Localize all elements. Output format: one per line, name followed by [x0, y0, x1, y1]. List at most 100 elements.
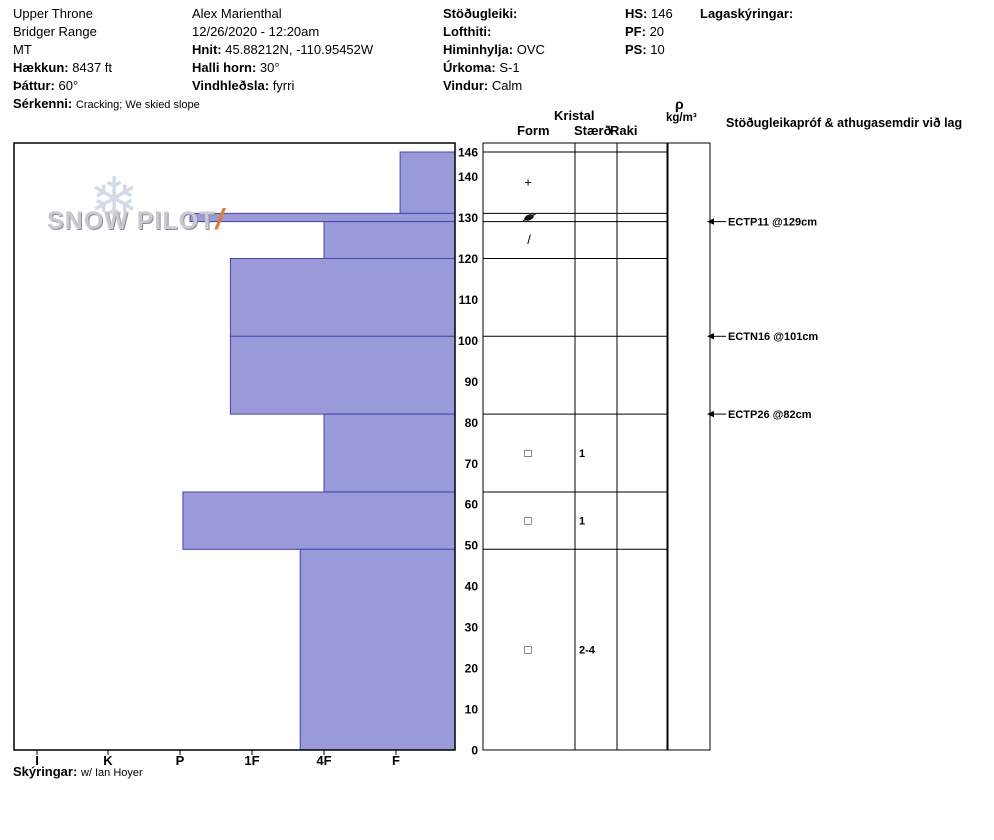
depth-tick-label: 80 — [465, 416, 479, 430]
depth-tick-label: 110 — [459, 293, 479, 307]
wind-row: Vindur: Calm — [443, 77, 545, 95]
precip-label: Úrkoma: — [443, 60, 496, 75]
stability-row: Stöðugleiki: — [443, 5, 545, 23]
depth-tick-label: 70 — [465, 457, 479, 471]
observer-info-column: Alex Marienthal 12/26/2020 - 12:20am Hni… — [192, 5, 373, 95]
hs-row: HS: 146 — [625, 5, 673, 23]
moisture-column-header: Raki — [610, 123, 638, 138]
aspect-label: Þáttur: — [13, 78, 55, 93]
layer-legend-column: Lagaskýringar: — [700, 5, 793, 23]
hs-value: 146 — [651, 6, 673, 21]
logo-word-snow: SNOW — [47, 207, 129, 235]
wind-label: Vindur: — [443, 78, 489, 93]
logo-word-pilot: PILOT — [136, 207, 216, 235]
slope-angle-label: Halli horn: — [192, 60, 257, 75]
range-name: Bridger Range — [13, 24, 97, 39]
depth-tick-label: 90 — [465, 375, 479, 389]
site-name: Upper Throne — [13, 6, 93, 21]
test-arrow-head-icon — [707, 333, 714, 340]
logo-text: SNOW PILOT/ — [47, 204, 224, 237]
depth-tick-label: 40 — [465, 580, 479, 594]
test-arrow-head-icon — [707, 410, 714, 418]
hardness-tick-label: K — [103, 753, 113, 768]
footer-value: w/ Ian Hoyer — [80, 767, 143, 779]
tests-column-header: Stöðugleikapróf & athugasemdir við lag — [726, 116, 963, 130]
air-temp-row: Lofthiti: — [443, 23, 545, 41]
snow-layer-bar-7 — [299, 548, 456, 751]
hardness-tick-label: 4F — [316, 753, 331, 768]
aspect-row: Þáttur: 60° — [13, 77, 200, 95]
slope-angle-value: 30° — [259, 60, 280, 75]
crystal-header: Kristal — [554, 108, 595, 123]
density-symbol-header: ρ — [675, 96, 684, 112]
logo-slash-icon: / — [215, 204, 225, 236]
notes-row: Sérkenni: Cracking; We skied slope — [13, 95, 200, 114]
aspect-value: 60° — [58, 78, 79, 93]
grain-size-value: 1 — [579, 448, 585, 460]
hardness-tick-label: I — [35, 753, 39, 768]
depth-tick-label: 130 — [458, 211, 478, 225]
hardness-tick-label: P — [176, 753, 185, 768]
grain-form-icon-facets: □ — [524, 643, 531, 657]
snow-layer-bar-4 — [229, 335, 456, 415]
pit-datetime: 12/26/2020 - 12:20am — [192, 24, 320, 39]
snow-depth-column: HS: 146 PF: 20 PS: 10 — [625, 5, 673, 59]
grain-size-value: 1 — [579, 516, 585, 528]
state-name: MT — [13, 42, 32, 57]
stability-label: Stöðugleiki: — [443, 6, 518, 21]
observer-name: Alex Marienthal — [192, 6, 282, 21]
footer-label: Skýringar: — [13, 764, 78, 779]
weather-info-column: Stöðugleiki: Lofthiti: Himinhylja: OVC Ú… — [443, 5, 545, 95]
wind-value: Calm — [491, 78, 523, 93]
slope-angle-row: Halli horn: 30° — [192, 59, 373, 77]
depth-tick-label: 10 — [465, 703, 479, 717]
hardness-tick-label: 1F — [244, 753, 259, 768]
hardness-tick-label: F — [392, 753, 400, 768]
hs-label: HS: — [625, 6, 648, 21]
test-result-label: ECTP11 @129cm — [728, 216, 817, 228]
notes-label: Sérkenni: — [13, 96, 73, 111]
sky-cover-label: Himinhylja: — [443, 42, 514, 57]
depth-tick-label: 100 — [458, 334, 478, 348]
wind-loading-label: Vindhleðsla: — [192, 78, 270, 93]
form-column-header: Form — [517, 123, 550, 138]
ps-label: PS: — [625, 42, 647, 57]
profile-plot-frame — [13, 142, 456, 751]
coords-label: Hnit: — [192, 42, 222, 57]
precip-value: S-1 — [499, 60, 520, 75]
elevation-label: Hækkun: — [13, 60, 69, 75]
grain-form-icon-crust-slash — [522, 212, 537, 222]
snow-layer-bar-3 — [229, 258, 456, 337]
depth-tick-label: 140 — [458, 170, 478, 184]
test-result-label: ECTN16 @101cm — [728, 331, 818, 343]
density-column-frame — [667, 142, 711, 751]
grain-form-icon-facets: □ — [524, 446, 531, 460]
sky-cover-value: OVC — [516, 42, 545, 57]
snow-layer-bar-2 — [323, 221, 456, 260]
location-info-column: Upper Throne Bridger Range MT Hækkun: 84… — [13, 5, 200, 114]
wind-loading-row: Vindhleðsla: fyrri — [192, 77, 373, 95]
density-units-header: kg/m³ — [666, 112, 697, 124]
ps-row: PS: 10 — [625, 41, 673, 59]
grain-size-value: 2-4 — [579, 645, 596, 657]
snow-layer-bar-0 — [399, 151, 456, 214]
sky-cover-row: Himinhylja: OVC — [443, 41, 545, 59]
pf-label: PF: — [625, 24, 646, 39]
ps-value: 10 — [650, 42, 665, 57]
grain-form-icon-decomposing: / — [527, 232, 531, 247]
notes-value: Cracking; We skied slope — [75, 99, 200, 111]
pf-value: 20 — [649, 24, 665, 39]
layer-legend-label: Lagaskýringar: — [700, 6, 794, 21]
snow-layer-bar-6 — [182, 491, 456, 550]
air-temp-label: Lofthiti: — [443, 24, 492, 39]
grain-form-icon-facets: □ — [524, 514, 531, 528]
elevation-row: Hækkun: 8437 ft — [13, 59, 200, 77]
depth-tick-label: 120 — [458, 252, 478, 266]
depth-tick-label: 60 — [465, 498, 479, 512]
test-result-label: ECTP26 @82cm — [728, 409, 812, 421]
snow-layer-bar-5 — [323, 413, 456, 493]
snowpilot-logo: ❄ SNOW PILOT/ — [45, 170, 223, 246]
wind-loading-value: fyrri — [272, 78, 295, 93]
